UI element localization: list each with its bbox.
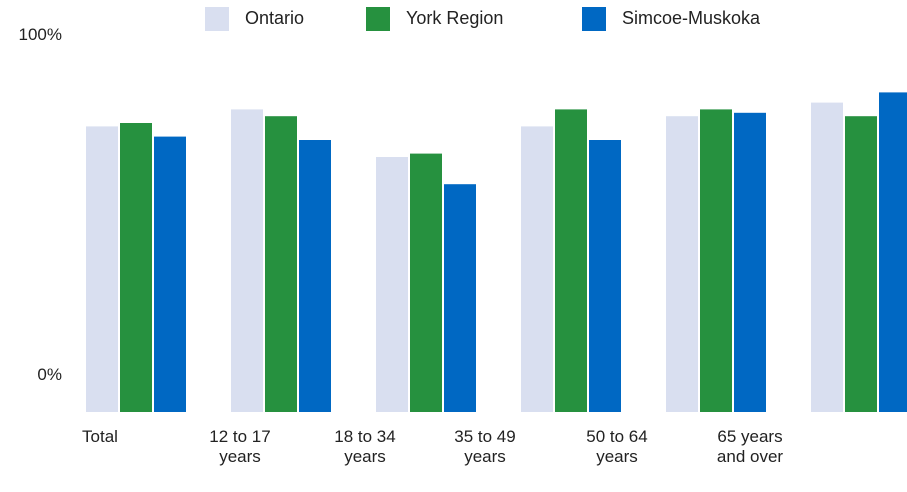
legend-label: Simcoe-Muskoka <box>622 8 761 28</box>
y-tick-label: 0% <box>37 365 62 384</box>
legend-swatch <box>366 7 390 31</box>
x-tick-label: 12 to 17 years <box>209 427 271 466</box>
bar <box>845 116 877 412</box>
x-tick-label: 35 to 49 years <box>454 427 516 466</box>
legend-label: York Region <box>406 8 504 28</box>
x-tick-label: 50 to 64 years <box>586 427 648 466</box>
x-tick-label: 65 years and over <box>716 427 784 466</box>
x-tick-label: 18 to 34 years <box>334 427 396 466</box>
bar <box>734 112 766 413</box>
legend-label: Ontario <box>245 8 305 28</box>
bar <box>410 153 442 412</box>
legend-swatch <box>582 7 606 31</box>
bar <box>376 157 408 412</box>
bar <box>700 109 732 413</box>
bar <box>299 140 331 412</box>
bar <box>231 109 263 413</box>
bar <box>521 126 553 413</box>
bar <box>666 116 698 412</box>
bar <box>120 123 152 412</box>
bar <box>811 102 843 412</box>
bar <box>86 126 118 413</box>
bar <box>265 116 297 412</box>
bar <box>154 136 186 412</box>
bar <box>879 92 907 413</box>
x-tick-label: Total <box>82 427 118 446</box>
bar <box>444 184 476 412</box>
bar <box>589 140 621 412</box>
bar <box>555 109 587 413</box>
legend-swatch <box>205 7 229 31</box>
y-tick-label: 100% <box>18 25 62 44</box>
